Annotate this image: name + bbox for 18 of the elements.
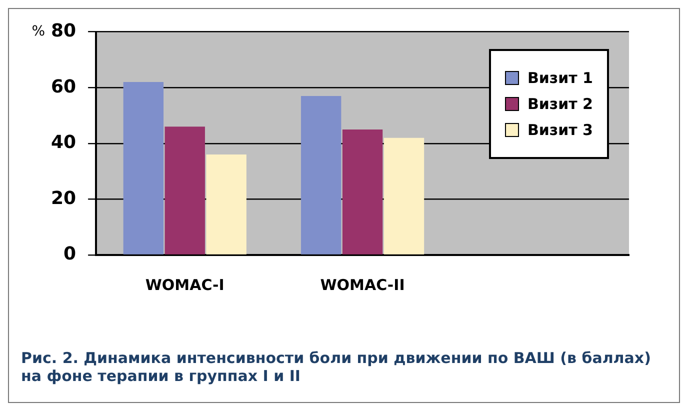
y-tick-label: 40: [50, 132, 76, 154]
bar: [300, 96, 342, 254]
legend-label: Визит 2: [527, 95, 593, 113]
y-tick-label: 0: [64, 244, 76, 265]
bar: [164, 126, 205, 254]
x-tick-label: WOMAC-II: [320, 276, 405, 294]
bar: [123, 82, 164, 254]
legend-label: Визит 3: [527, 121, 593, 139]
y-tick-label: 60: [50, 76, 76, 98]
text: Рис. 2. Динамика интенсивности боли при движении по ВАШ (в баллах) на фоне терапии в группах I и II: [21, 349, 652, 385]
y-tick-label: 80: [50, 20, 76, 42]
bar: [342, 129, 383, 254]
y-axis-title: %: [32, 23, 45, 40]
y-tick-label: 20: [50, 188, 76, 209]
x-tick-label: WOMAC-I: [145, 276, 224, 294]
bar: [384, 138, 424, 254]
bar: [206, 154, 246, 254]
legend-label: Визит 1: [527, 69, 593, 87]
